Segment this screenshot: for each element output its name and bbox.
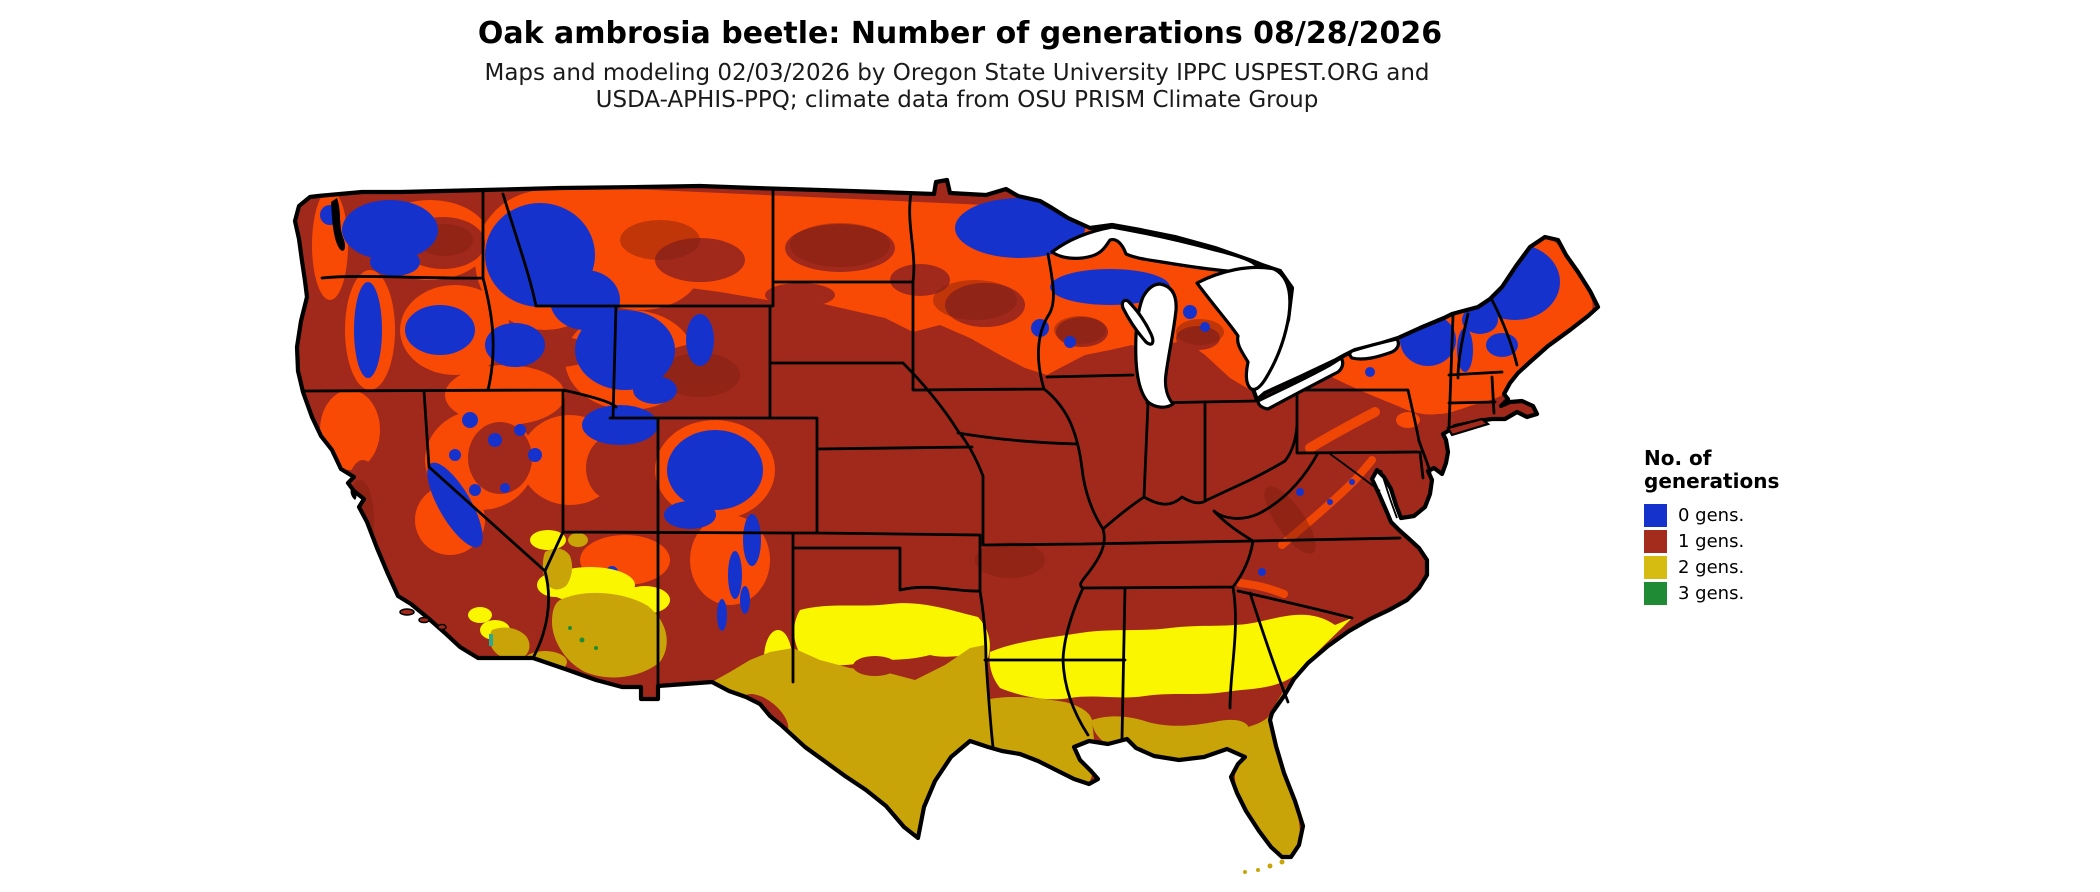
appalachian-ridges [1236, 407, 1380, 598]
legend-label-3-gens: 3 gens. [1678, 582, 1745, 604]
legend-swatch-1-gens [1644, 529, 1667, 553]
legend-row-0-gens: 0 gens. [1644, 502, 1814, 528]
san-francisco-bay [350, 487, 357, 500]
channel-islands [399, 608, 447, 631]
salton-sea [489, 634, 493, 646]
great-lakes [1050, 225, 1400, 411]
legend-row-2-gens: 2 gens. [1644, 554, 1814, 580]
national-boundary [292, 177, 1601, 860]
map-subtitle: Maps and modeling 02/03/2026 by Oregon S… [0, 60, 1914, 114]
legend-row-1-gens: 1 gens. [1644, 528, 1814, 554]
legend-swatch-2-gens [1644, 555, 1667, 579]
state-boundaries [301, 188, 1519, 749]
florida-keys [1243, 859, 1285, 874]
legend-label-2-gens: 2 gens. [1678, 556, 1745, 578]
legend-rows: 0 gens. 1 gens. 2 gens. 3 gens. [1644, 502, 1814, 606]
legend-label-0-gens: 0 gens. [1678, 504, 1745, 526]
subtitle-line-2: USDA-APHIS-PPQ; climate data from OSU PR… [595, 87, 1319, 113]
lake-ontario [1348, 337, 1400, 361]
blue-0-generations-zone [320, 198, 1560, 631]
legend-heading-line-1: No. of [1644, 446, 1712, 470]
long-island [1446, 417, 1491, 437]
legend-row-3-gens: 3 gens. [1644, 580, 1814, 606]
legend-heading-line-2: generations [1644, 469, 1780, 493]
subtitle-line-1: Maps and modeling 02/03/2026 by Oregon S… [484, 60, 1430, 86]
lake-erie [1256, 356, 1345, 411]
yellow-1-2-transition-zone [468, 530, 1352, 700]
legend-swatch-0-gens [1644, 503, 1667, 527]
legend: No. of generations 0 gens. 1 gens. 2 gen… [1644, 447, 1814, 606]
lake-huron [1195, 265, 1292, 392]
puget-sound [331, 198, 346, 251]
map-title: Oak ambrosia beetle: Number of generatio… [477, 16, 1443, 51]
lake-superior [1050, 225, 1260, 274]
legend-label-1-gens: 1 gens. [1678, 530, 1745, 552]
legend-swatch-3-gens [1644, 581, 1667, 605]
green-3-generations-specks [568, 626, 598, 650]
lake-michigan [1134, 282, 1178, 409]
green-bay [1120, 298, 1155, 346]
